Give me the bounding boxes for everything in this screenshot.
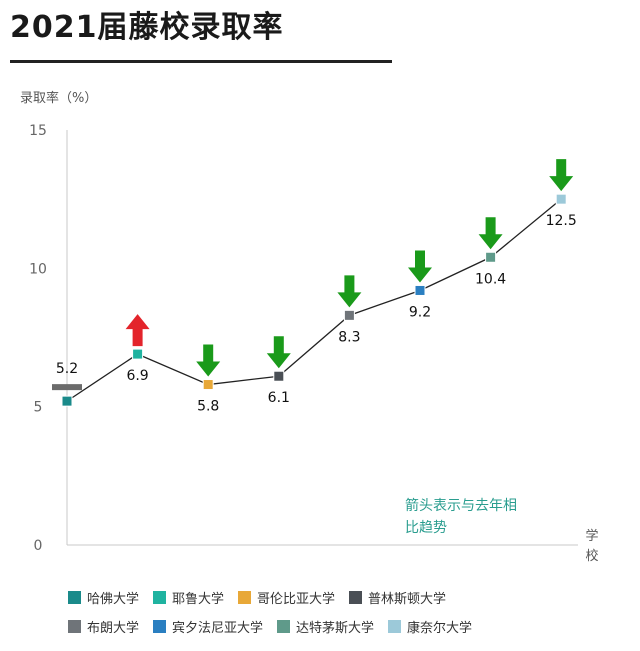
data-point [414, 284, 426, 296]
legend-label: 哥伦比亚大学 [257, 592, 336, 607]
trend-flat-marker [52, 384, 82, 391]
legend-row: 哈佛大学 耶鲁大学 哥伦比亚大学 普林斯顿大学 [68, 588, 588, 607]
legend-swatch [349, 591, 363, 604]
data-label: 8.3 [338, 329, 360, 345]
data-point [273, 370, 285, 382]
legend-item: 达特茅斯大学 [277, 617, 374, 636]
legend-item: 哈佛大学 [68, 588, 139, 607]
legend-label: 达特茅斯大学 [296, 621, 375, 636]
trend-down-arrow [337, 275, 362, 308]
legend-item: 康奈尔大学 [388, 617, 472, 636]
legend-item: 宾夕法尼亚大学 [153, 617, 263, 636]
data-point [132, 348, 144, 360]
series-line [66, 198, 562, 402]
line-chart: 录取率（%） 0 5 10 15 5.2 6.9 5.8 6.1 8.3 9.2 10.4 12.5… [20, 90, 599, 564]
legend-swatch [388, 620, 402, 633]
y-axis-label: 录取率（%） [20, 90, 97, 106]
legend-swatch [238, 591, 252, 604]
legend-label: 宾夕法尼亚大学 [172, 621, 264, 636]
y-tick-label: 10 [29, 261, 47, 277]
legend-item: 普林斯顿大学 [349, 588, 446, 607]
y-tick-label: 5 [34, 400, 43, 416]
x-axis-label-char: 校 [585, 548, 598, 564]
data-label: 5.2 [56, 361, 78, 377]
title-underline [10, 60, 392, 63]
legend-item: 布朗大学 [68, 617, 139, 636]
data-point [555, 193, 567, 205]
legend-row: 布朗大学 宾夕法尼亚大学 达特茅斯大学 康奈尔大学 [68, 617, 588, 636]
data-point [202, 379, 214, 391]
trend-down-arrow [266, 336, 291, 369]
y-tick-label: 15 [29, 123, 47, 139]
data-point [343, 309, 355, 321]
legend-swatch [277, 620, 291, 633]
x-axis-label: 学校 [585, 528, 598, 564]
legend-swatch [153, 591, 167, 604]
legend-label: 康奈尔大学 [407, 621, 473, 636]
data-label: 12.5 [546, 213, 577, 229]
legend-swatch [68, 620, 81, 633]
legend-item: 哥伦比亚大学 [238, 588, 335, 607]
page-title: 2021届藤校录取率 [10, 10, 284, 45]
trend-down-arrow [549, 159, 574, 192]
trend-up-arrow [125, 314, 150, 347]
legend-swatch [153, 620, 167, 633]
trend-down-arrow [408, 250, 432, 283]
legend-swatch [68, 591, 81, 604]
data-label: 10.4 [475, 271, 506, 287]
legend-item: 耶鲁大学 [153, 588, 224, 607]
legend: 哈佛大学 耶鲁大学 哥伦比亚大学 普林斯顿大学布朗大学 宾夕法尼亚大学 达特茅斯大学 康奈尔… [68, 588, 588, 646]
legend-label: 耶鲁大学 [172, 592, 225, 607]
data-label: 6.9 [126, 368, 148, 384]
legend-label: 哈佛大学 [87, 592, 140, 607]
x-axis-label-char: 学 [585, 528, 598, 544]
data-point [485, 251, 497, 263]
data-label: 9.2 [409, 304, 431, 320]
trend-down-arrow [196, 344, 221, 377]
annotation-line-2: 比趋势 [405, 520, 447, 536]
y-tick-label: 0 [34, 538, 43, 554]
annotation-line-1: 箭头表示与去年相 [405, 497, 517, 514]
legend-label: 布朗大学 [87, 621, 140, 636]
trend-down-arrow [478, 217, 503, 250]
data-point [61, 395, 73, 407]
data-label: 6.1 [268, 390, 290, 406]
data-label: 5.8 [197, 399, 219, 415]
legend-label: 普林斯顿大学 [368, 592, 447, 607]
